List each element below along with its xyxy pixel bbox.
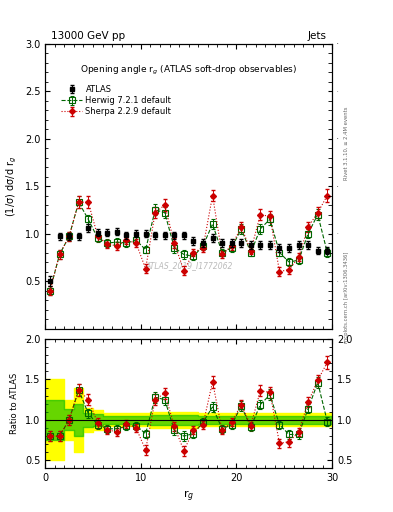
Text: 13000 GeV pp: 13000 GeV pp — [51, 31, 125, 40]
Y-axis label: (1/σ) dσ/d r$_g$: (1/σ) dσ/d r$_g$ — [5, 155, 19, 217]
Text: mcplots.cern.ch [arXiv:1306.3436]: mcplots.cern.ch [arXiv:1306.3436] — [344, 251, 349, 343]
Text: Rivet 3.1.10, ≥ 2.4M events: Rivet 3.1.10, ≥ 2.4M events — [344, 106, 349, 180]
X-axis label: r$_g$: r$_g$ — [183, 489, 194, 504]
Text: ATLAS_2019_I1772062: ATLAS_2019_I1772062 — [145, 261, 232, 270]
Legend: ATLAS, Herwig 7.2.1 default, Sherpa 2.2.9 default: ATLAS, Herwig 7.2.1 default, Sherpa 2.2.… — [58, 82, 174, 120]
Text: Opening angle r$_g$ (ATLAS soft-drop observables): Opening angle r$_g$ (ATLAS soft-drop obs… — [80, 63, 297, 77]
Text: Jets: Jets — [307, 31, 326, 40]
Y-axis label: Ratio to ATLAS: Ratio to ATLAS — [10, 373, 19, 434]
